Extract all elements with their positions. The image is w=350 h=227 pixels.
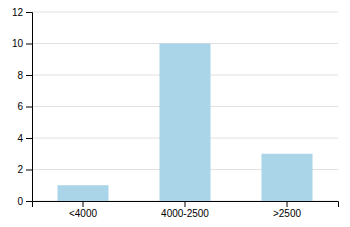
bar — [58, 185, 109, 201]
x-axis-line — [33, 202, 339, 208]
bar — [262, 154, 313, 201]
y-tick-mark — [26, 75, 32, 76]
y-tick: 4 — [17, 133, 32, 144]
chart: <4000 4000-2500 >2500 0 2 4 6 8 10 12 — [0, 0, 350, 227]
y-tick-label: 10 — [12, 38, 24, 49]
grid — [32, 12, 338, 201]
x-tick-mark — [185, 201, 186, 207]
x-tick-label: <4000 — [69, 208, 98, 219]
x-tick-label: 4000-2500 — [161, 208, 209, 219]
plot: <4000 4000-2500 >2500 0 2 4 6 8 10 12 — [12, 7, 339, 219]
y-tick: 2 — [17, 164, 32, 175]
x-tick: 4000-2500 — [161, 201, 209, 219]
x-axis: <4000 4000-2500 >2500 — [33, 201, 339, 219]
y-axis: 0 2 4 6 8 10 12 — [12, 7, 33, 207]
y-tick: 6 — [17, 101, 32, 112]
x-tick: <4000 — [69, 201, 98, 219]
y-tick-mark — [26, 201, 32, 202]
y-tick: 10 — [12, 38, 32, 49]
y-tick-label: 8 — [17, 70, 23, 81]
y-tick-label: 12 — [12, 7, 24, 18]
bar — [160, 44, 211, 202]
y-tick-label: 4 — [17, 133, 23, 144]
y-tick-mark — [26, 170, 32, 171]
x-tick: >2500 — [273, 201, 302, 219]
y-tick: 0 — [17, 196, 32, 207]
y-tick-mark — [26, 107, 32, 108]
y-tick: 12 — [12, 7, 32, 18]
y-tick: 8 — [17, 70, 32, 81]
grid-line — [32, 12, 338, 13]
y-axis-line — [26, 13, 33, 202]
y-tick-mark — [26, 12, 32, 13]
x-tick-mark — [287, 201, 288, 207]
y-tick-label: 0 — [17, 196, 23, 207]
y-tick-mark — [26, 138, 32, 139]
y-tick-label: 6 — [17, 101, 23, 112]
bars — [58, 44, 313, 202]
y-tick-mark — [26, 44, 32, 45]
x-tick-label: >2500 — [273, 208, 302, 219]
y-tick-label: 2 — [17, 164, 23, 175]
x-tick-mark — [83, 201, 84, 207]
